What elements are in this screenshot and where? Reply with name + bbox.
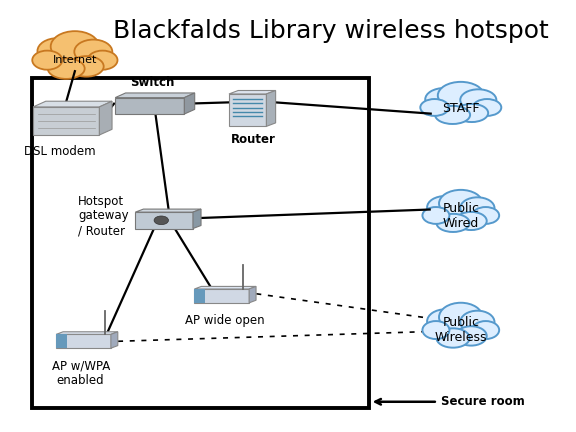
Ellipse shape [456,212,487,230]
Text: Public
Wired: Public Wired [442,202,479,230]
Ellipse shape [154,216,168,225]
Ellipse shape [420,99,449,116]
Polygon shape [135,212,193,229]
Polygon shape [194,286,256,289]
Ellipse shape [472,207,499,224]
Ellipse shape [425,88,464,111]
Text: Secure room: Secure room [441,395,524,408]
Polygon shape [33,101,112,107]
Ellipse shape [437,214,469,232]
Polygon shape [266,91,276,127]
Polygon shape [56,334,111,348]
Ellipse shape [460,311,495,334]
Polygon shape [100,101,112,135]
Text: Router: Router [231,133,276,146]
Ellipse shape [37,38,78,64]
Ellipse shape [435,106,470,124]
Ellipse shape [460,197,495,219]
Polygon shape [33,107,100,135]
Ellipse shape [472,321,499,339]
Ellipse shape [439,190,483,217]
Polygon shape [135,209,201,212]
Polygon shape [56,332,118,334]
Ellipse shape [74,40,112,64]
Text: Blackfalds Library wireless hotspot: Blackfalds Library wireless hotspot [113,19,549,44]
Polygon shape [249,286,256,303]
Polygon shape [194,289,249,303]
Polygon shape [229,91,276,94]
Ellipse shape [422,321,449,339]
Polygon shape [194,289,205,303]
Polygon shape [111,332,118,348]
Ellipse shape [455,104,488,122]
Polygon shape [193,209,201,229]
Text: Switch: Switch [130,76,175,89]
Ellipse shape [51,31,99,62]
Text: AP wide open: AP wide open [185,314,264,327]
Ellipse shape [456,326,487,346]
Ellipse shape [437,328,469,348]
Ellipse shape [48,58,85,79]
Text: AP w/WPA
enabled: AP w/WPA enabled [51,359,110,388]
Polygon shape [229,94,266,127]
Bar [32,78,369,408]
Polygon shape [184,93,195,114]
Polygon shape [56,334,66,348]
Ellipse shape [32,51,62,70]
Ellipse shape [438,82,484,109]
Ellipse shape [427,309,463,334]
Ellipse shape [460,89,497,111]
Text: Hotspot
gateway
/ Router: Hotspot gateway / Router [78,194,129,238]
Ellipse shape [473,99,501,116]
Ellipse shape [439,303,483,332]
Ellipse shape [427,196,463,219]
Ellipse shape [422,207,449,224]
Text: STAFF: STAFF [442,102,480,114]
Polygon shape [115,98,184,114]
Ellipse shape [69,56,104,77]
Ellipse shape [88,51,118,70]
Text: Public
Wireless: Public Wireless [434,317,487,344]
Text: Internet: Internet [52,55,97,66]
Polygon shape [115,93,195,98]
Text: DSL modem: DSL modem [24,145,95,158]
